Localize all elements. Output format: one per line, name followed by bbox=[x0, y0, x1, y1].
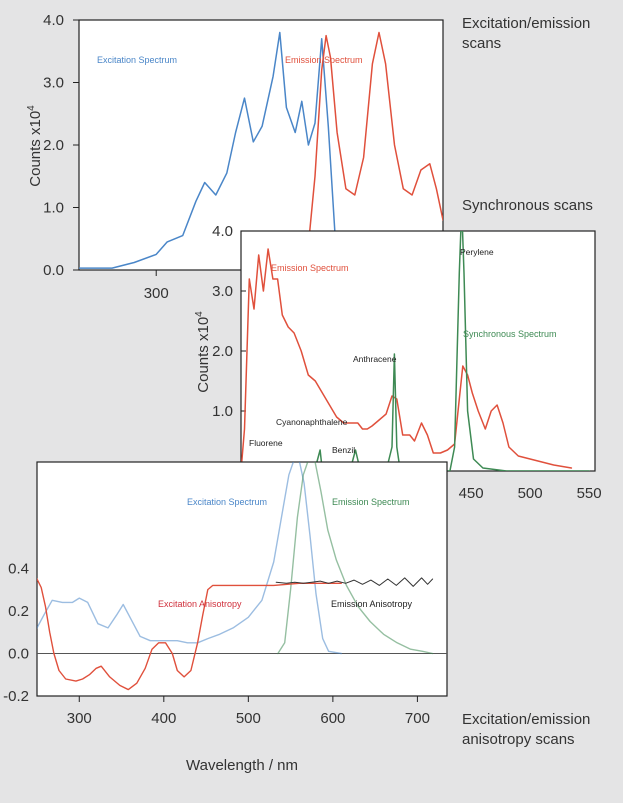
chart-a-ytick-label: 4.0 bbox=[43, 12, 64, 29]
chart-a-line-emission-spectrum bbox=[298, 31, 443, 268]
chart-b-annotation-benzil: Benzil bbox=[332, 445, 355, 455]
chart-b-annotation-fluorene: Fluorene bbox=[249, 438, 283, 448]
chart-a-series-label-emission: Emission Spectrum bbox=[285, 55, 363, 65]
caption-anisotropy: Excitation/emission anisotropy scans bbox=[462, 711, 591, 748]
chart-b-ytick-label: 4.0 bbox=[212, 223, 233, 240]
chart-b-ylabel-exponent: 4 bbox=[194, 311, 205, 317]
chart-c-xtick-label: 600 bbox=[320, 710, 345, 727]
chart-c-ytick-label: 0.2 bbox=[8, 603, 29, 620]
chart-a-ytick-label: 1.0 bbox=[43, 200, 64, 217]
chart-c-ytick-label: -0.2 bbox=[3, 688, 29, 705]
chart-c-line-emission-spectrum bbox=[277, 462, 434, 655]
chart-b-xtick-label: 450 bbox=[459, 485, 484, 502]
chart-b-line-synchronous-spectrum bbox=[293, 231, 590, 471]
chart-a-xtick-label: 300 bbox=[144, 285, 169, 302]
caption-synchronous: Synchronous scans bbox=[462, 197, 593, 214]
chart-c-series-label-emission: Emission Spectrum bbox=[332, 497, 410, 507]
chart-synchronous: 1.0 2.0 3.0 4.0 450 500 550 Counts x104 Emission… bbox=[194, 223, 602, 502]
chart-c-series-label-emission-anisotropy: Emission Anisotropy bbox=[331, 599, 413, 609]
chart-b-ytick-label: 2.0 bbox=[212, 343, 233, 360]
chart-c-ytick-label: 0.4 bbox=[8, 560, 29, 577]
chart-c-series-label-excitation: Excitation Spectrum bbox=[187, 497, 267, 507]
chart-c-ytick-label: 0.0 bbox=[8, 645, 29, 662]
chart-b-series-label-synchronous: Synchronous Spectrum bbox=[463, 329, 557, 339]
chart-c-xtick-label: 300 bbox=[67, 710, 92, 727]
chart-b-ylabel: Counts x104 bbox=[194, 311, 212, 393]
chart-b-xtick-label: 550 bbox=[577, 485, 602, 502]
chart-b-series-label-emission: Emission Spectrum bbox=[271, 263, 349, 273]
chart-a-ylabel-exponent: 4 bbox=[26, 105, 37, 111]
chart-a-ytick-label: 2.0 bbox=[43, 137, 64, 154]
chart-b-line-emission-spectrum bbox=[241, 248, 573, 471]
chart-b-ytick-label: 1.0 bbox=[212, 403, 233, 420]
chart-a-ytick-label: 3.0 bbox=[43, 75, 64, 92]
chart-b-annotation-perylene: Perylene bbox=[460, 247, 494, 257]
chart-c-xtick-label: 400 bbox=[151, 710, 176, 727]
chart-anisotropy: -0.2 0.0 0.2 0.4 300 400 500 600 700 Wavelength /… bbox=[3, 461, 448, 774]
chart-c-series-label-excitation-anisotropy: Excitation Anisotropy bbox=[158, 599, 242, 609]
chart-a-series-label-excitation: Excitation Spectrum bbox=[97, 55, 177, 65]
chart-a-ytick-label: 0.0 bbox=[43, 262, 64, 279]
chart-c-line-emission-anisotropy bbox=[275, 577, 434, 587]
chart-a-frame bbox=[78, 19, 444, 271]
chart-c-line-excitation-anisotropy bbox=[37, 578, 342, 691]
chart-b-annotation-anthracene: Anthracene bbox=[353, 354, 397, 364]
chart-c-line-excitation-spectrum bbox=[37, 462, 342, 655]
chart-b-ytick-label: 3.0 bbox=[212, 283, 233, 300]
chart-a-line-excitation-spectrum bbox=[79, 31, 343, 270]
chart-c-xlabel: Wavelength / nm bbox=[186, 757, 298, 774]
caption-excitation-emission: Excitation/emission scans bbox=[462, 15, 591, 52]
chart-c-xtick-label: 700 bbox=[405, 710, 430, 727]
chart-c-frame bbox=[36, 461, 448, 697]
chart-b-annotation-cyanonaphthalene: Cyanonaphthalene bbox=[276, 417, 348, 427]
chart-c-xtick-label: 500 bbox=[236, 710, 261, 727]
chart-b-xtick-label: 500 bbox=[518, 485, 543, 502]
chart-a-ylabel: Counts x104 bbox=[26, 105, 44, 187]
